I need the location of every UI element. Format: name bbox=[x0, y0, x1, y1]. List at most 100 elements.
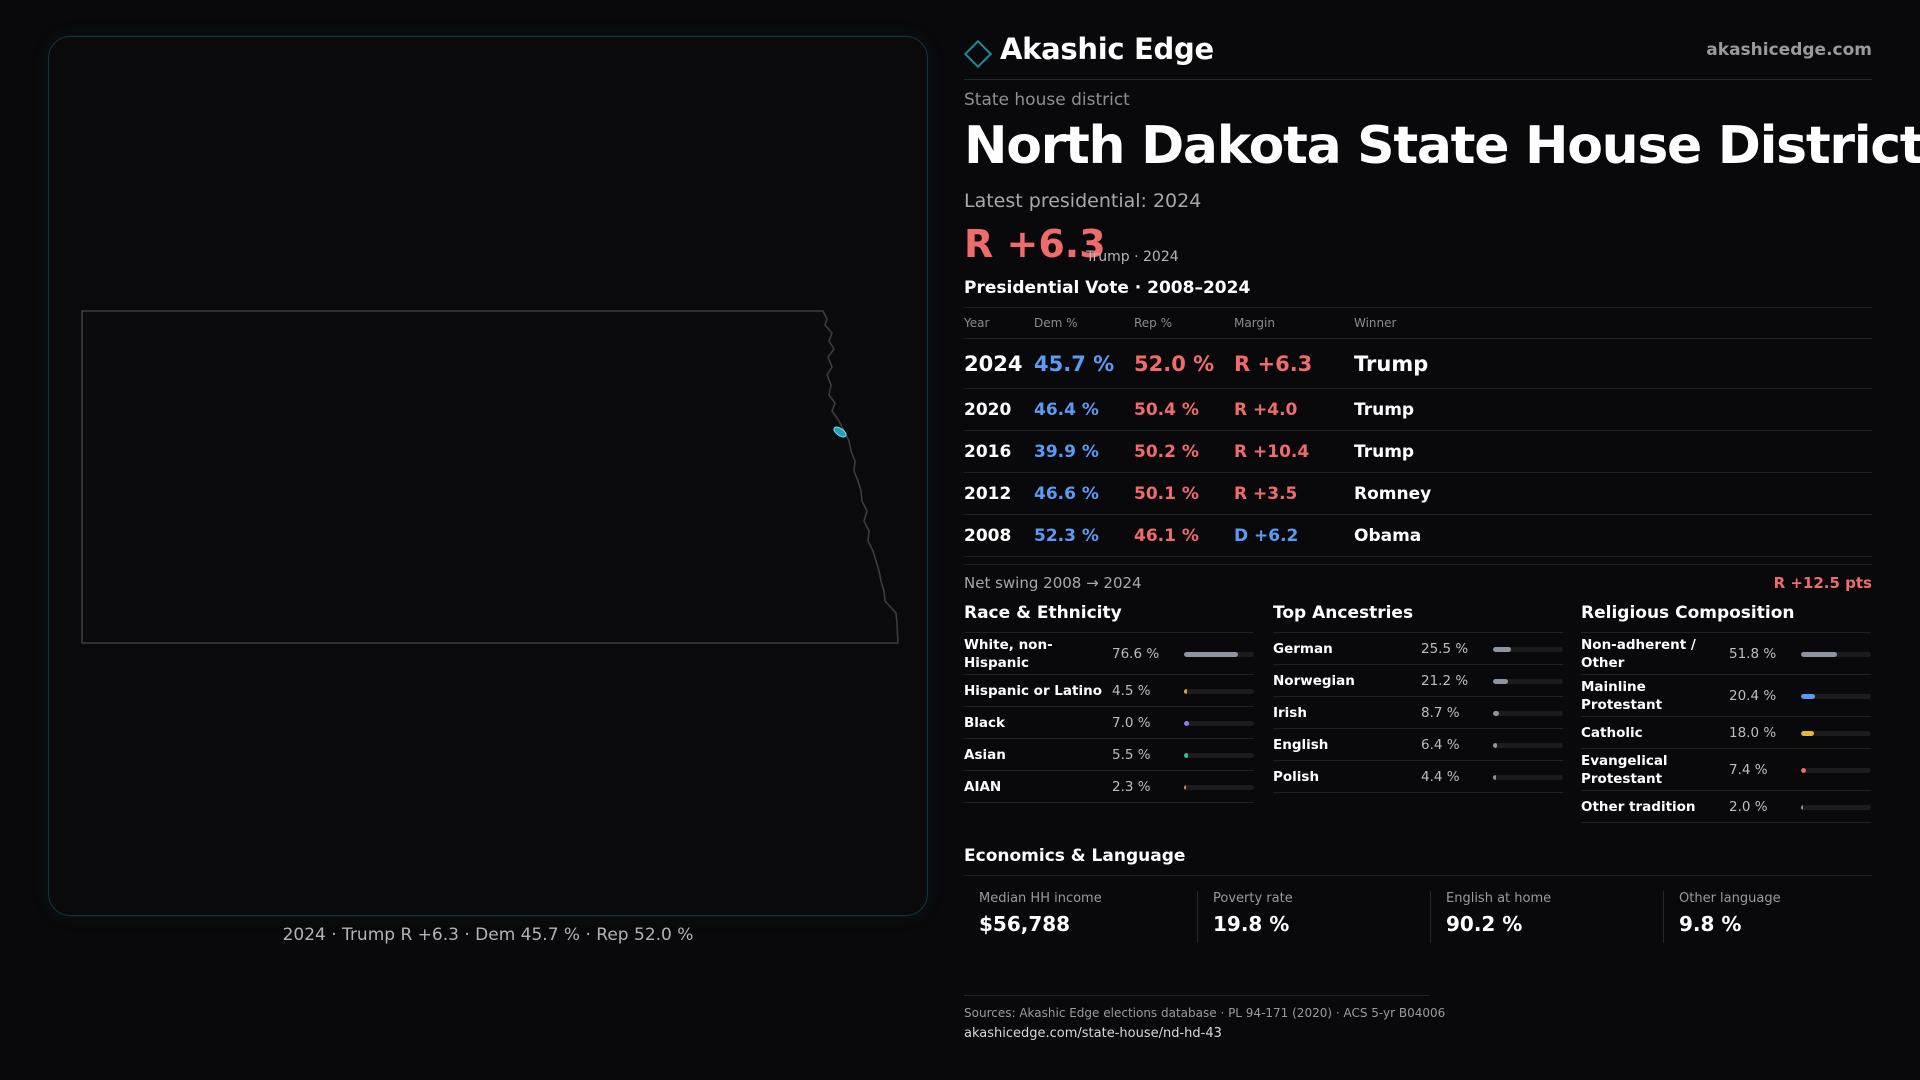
table-row: 2008 52.3 % 46.1 % D +6.2 Obama bbox=[964, 514, 1872, 556]
item-label: White, non-Hispanic bbox=[964, 636, 1053, 671]
share-bar bbox=[1493, 678, 1563, 684]
year-cell: 2008 bbox=[964, 525, 1012, 546]
vote-table-title: Presidential Vote · 2008–2024 bbox=[964, 278, 1251, 298]
brand-url-link[interactable]: akashicedge.com bbox=[1706, 40, 1872, 60]
header-rep: Rep % bbox=[1134, 316, 1173, 330]
ancestry-section: Top Ancestries German 25.5 % Norwegian 21.2… bbox=[1273, 603, 1563, 793]
map-panel[interactable] bbox=[48, 36, 928, 916]
footer-divider bbox=[964, 995, 1429, 996]
share-bar-fill bbox=[1801, 651, 1838, 657]
share-bar bbox=[1184, 720, 1254, 726]
item-value: 2.3 % bbox=[1112, 778, 1151, 795]
item-label: German bbox=[1273, 640, 1333, 657]
item-label: Black bbox=[964, 714, 1006, 731]
list-item: Mainline Protestant 20.4 % bbox=[1581, 675, 1871, 717]
share-bar bbox=[1801, 767, 1871, 773]
share-bar bbox=[1493, 774, 1563, 780]
share-bar bbox=[1184, 752, 1254, 758]
econ-card-poverty: Poverty rate 19.8 % bbox=[1197, 891, 1430, 943]
share-bar-fill bbox=[1184, 752, 1188, 758]
econ-value: 90.2 % bbox=[1446, 912, 1523, 936]
item-label: Asian bbox=[964, 746, 1006, 763]
year-cell: 2012 bbox=[964, 483, 1012, 504]
list-item: German 25.5 % bbox=[1273, 633, 1563, 665]
margin-cell: R +6.3 bbox=[1234, 351, 1313, 376]
share-bar bbox=[1493, 742, 1563, 748]
net-swing-value: R +12.5 pts bbox=[1773, 574, 1872, 592]
item-label: Polish bbox=[1273, 768, 1320, 785]
net-swing-row: Net swing 2008 → 2024 R +12.5 pts bbox=[964, 564, 1872, 600]
list-item: Other tradition 2.0 % bbox=[1581, 791, 1871, 823]
state-map[interactable] bbox=[49, 37, 929, 917]
state-outline bbox=[81, 310, 899, 644]
brand-name[interactable]: Akashic Edge bbox=[1000, 32, 1214, 66]
share-bar-fill bbox=[1493, 710, 1500, 716]
dem-pct-cell: 39.9 % bbox=[1034, 441, 1099, 462]
share-bar-fill bbox=[1184, 651, 1238, 657]
share-bar-fill bbox=[1493, 742, 1498, 748]
share-bar bbox=[1801, 651, 1871, 657]
header-year: Year bbox=[964, 316, 990, 330]
share-bar bbox=[1493, 646, 1563, 652]
footer-url-link[interactable]: akashicedge.com/state-house/nd-hd-43 bbox=[964, 1026, 1222, 1041]
religion-section-title: Religious Composition bbox=[1581, 603, 1871, 633]
item-value: 7.0 % bbox=[1112, 714, 1151, 731]
table-header-row: Year Dem % Rep % Margin Winner bbox=[964, 307, 1872, 338]
latest-margin-detail: Trump · 2024 bbox=[1086, 249, 1179, 265]
table-row: 2020 46.4 % 50.4 % R +4.0 Trump bbox=[964, 388, 1872, 430]
item-value: 8.7 % bbox=[1421, 704, 1460, 721]
item-label: Norwegian bbox=[1273, 672, 1355, 689]
list-item: Non-adherent / Other 51.8 % bbox=[1581, 633, 1871, 675]
share-bar-fill bbox=[1184, 784, 1187, 790]
share-bar bbox=[1801, 693, 1871, 699]
item-label: Mainline Protestant bbox=[1581, 678, 1663, 713]
item-value: 7.4 % bbox=[1729, 761, 1768, 778]
winner-cell: Trump bbox=[1354, 441, 1415, 462]
winner-cell: Obama bbox=[1354, 525, 1422, 546]
item-value: 51.8 % bbox=[1729, 645, 1777, 662]
share-bar-fill bbox=[1801, 804, 1804, 810]
share-bar bbox=[1801, 804, 1871, 810]
district-kind: State house district bbox=[964, 90, 1130, 110]
share-bar bbox=[1184, 784, 1254, 790]
ancestry-section-title: Top Ancestries bbox=[1273, 603, 1563, 633]
item-label: Non-adherent / Other bbox=[1581, 636, 1696, 671]
brand-header: Akashic Edge akashicedge.com bbox=[963, 32, 1872, 80]
econ-card-income: Median HH income $56,788 bbox=[964, 891, 1197, 943]
margin-cell: D +6.2 bbox=[1234, 525, 1299, 546]
econ-value: 9.8 % bbox=[1679, 912, 1742, 936]
net-swing-label: Net swing 2008 → 2024 bbox=[964, 574, 1142, 592]
econ-card-english: English at home 90.2 % bbox=[1430, 891, 1663, 943]
econ-value: 19.8 % bbox=[1213, 912, 1290, 936]
list-item: Polish 4.4 % bbox=[1273, 761, 1563, 793]
item-label: Irish bbox=[1273, 704, 1307, 721]
list-item: Hispanic or Latino 4.5 % bbox=[964, 675, 1254, 707]
list-item: AIAN 2.3 % bbox=[964, 771, 1254, 803]
table-bottom-border bbox=[964, 556, 1872, 557]
district-highlight[interactable] bbox=[832, 425, 847, 439]
share-bar-fill bbox=[1493, 774, 1497, 780]
item-value: 2.0 % bbox=[1729, 798, 1768, 815]
econ-label: Other language bbox=[1679, 891, 1781, 906]
item-value: 4.5 % bbox=[1112, 682, 1151, 699]
item-value: 21.2 % bbox=[1421, 672, 1469, 689]
dem-pct-cell: 45.7 % bbox=[1034, 351, 1115, 376]
item-label: Evangelical Protestant bbox=[1581, 752, 1668, 787]
econ-label: English at home bbox=[1446, 891, 1552, 906]
item-value: 5.5 % bbox=[1112, 746, 1151, 763]
list-item: Black 7.0 % bbox=[964, 707, 1254, 739]
race-ethnicity-section: Race & Ethnicity White, non-Hispanic 76.6… bbox=[964, 603, 1254, 803]
share-bar-fill bbox=[1801, 693, 1816, 699]
share-bar bbox=[1493, 710, 1563, 716]
winner-cell: Trump bbox=[1354, 351, 1429, 376]
item-label: Other tradition bbox=[1581, 798, 1696, 815]
item-value: 25.5 % bbox=[1421, 640, 1469, 657]
margin-cell: R +3.5 bbox=[1234, 483, 1298, 504]
econ-label: Median HH income bbox=[979, 891, 1102, 906]
econ-value: $56,788 bbox=[979, 912, 1071, 936]
dem-pct-cell: 46.4 % bbox=[1034, 399, 1099, 420]
winner-cell: Romney bbox=[1354, 483, 1432, 504]
table-row: 2016 39.9 % 50.2 % R +10.4 Trump bbox=[964, 430, 1872, 472]
year-cell: 2024 bbox=[964, 351, 1023, 376]
presidential-vote-table: Year Dem % Rep % Margin Winner 2024 45.7 … bbox=[964, 307, 1872, 557]
